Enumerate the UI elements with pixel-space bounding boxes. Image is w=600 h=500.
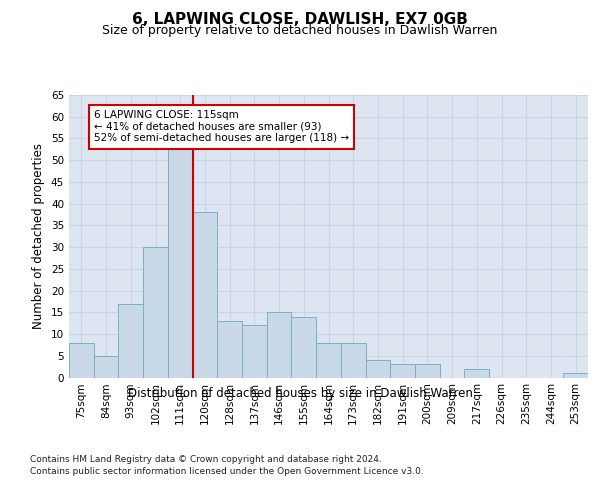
Bar — [193, 212, 217, 378]
Bar — [69, 342, 94, 378]
Bar — [118, 304, 143, 378]
Text: Size of property relative to detached houses in Dawlish Warren: Size of property relative to detached ho… — [103, 24, 497, 37]
Bar — [267, 312, 292, 378]
Bar — [390, 364, 415, 378]
Text: 6, LAPWING CLOSE, DAWLISH, EX7 0GB: 6, LAPWING CLOSE, DAWLISH, EX7 0GB — [132, 12, 468, 28]
Text: Contains public sector information licensed under the Open Government Licence v3: Contains public sector information licen… — [30, 468, 424, 476]
Bar — [415, 364, 440, 378]
Bar — [168, 147, 193, 378]
Bar — [464, 369, 489, 378]
Bar — [341, 342, 365, 378]
Bar — [365, 360, 390, 378]
Text: 6 LAPWING CLOSE: 115sqm
← 41% of detached houses are smaller (93)
52% of semi-de: 6 LAPWING CLOSE: 115sqm ← 41% of detache… — [94, 110, 349, 144]
Text: Distribution of detached houses by size in Dawlish Warren: Distribution of detached houses by size … — [128, 388, 472, 400]
Text: Contains HM Land Registry data © Crown copyright and database right 2024.: Contains HM Land Registry data © Crown c… — [30, 455, 382, 464]
Bar — [563, 373, 588, 378]
Bar — [217, 321, 242, 378]
Y-axis label: Number of detached properties: Number of detached properties — [32, 143, 46, 329]
Bar — [292, 316, 316, 378]
Bar — [143, 247, 168, 378]
Bar — [316, 342, 341, 378]
Bar — [94, 356, 118, 378]
Bar — [242, 326, 267, 378]
